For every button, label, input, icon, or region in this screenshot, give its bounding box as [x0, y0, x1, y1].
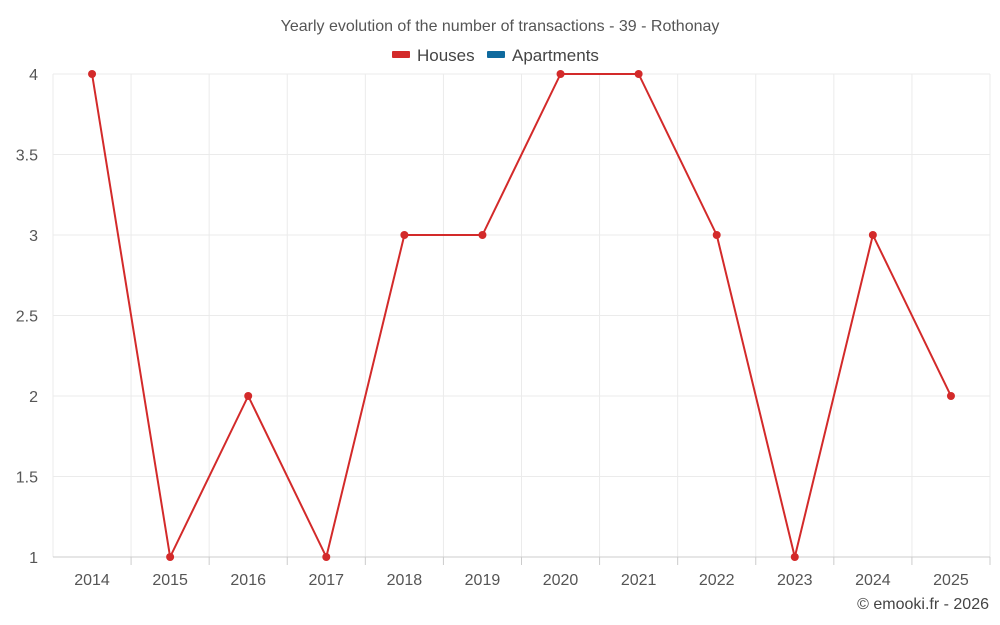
data-point-houses-2014[interactable] [88, 70, 97, 78]
x-tick-label: 2021 [621, 572, 657, 589]
x-tick-label: 2022 [699, 572, 735, 589]
y-tick-label: 1.5 [16, 470, 38, 487]
y-tick-label: 4 [29, 67, 38, 84]
series-houses [88, 70, 955, 561]
x-tick-label: 2018 [387, 572, 423, 589]
data-point-houses-2021[interactable] [634, 70, 643, 78]
x-tick-label: 2014 [74, 572, 110, 589]
x-tick-label: 2023 [777, 572, 813, 589]
data-point-houses-2016[interactable] [244, 392, 253, 400]
x-tick-label: 2017 [308, 572, 344, 589]
y-tick-label: 1 [29, 550, 38, 567]
series-line-houses [91, 73, 952, 558]
x-tick-label: 2025 [933, 572, 969, 589]
data-point-houses-2015[interactable] [166, 553, 175, 561]
data-point-houses-2018[interactable] [400, 231, 409, 239]
x-tick-label: 2015 [152, 572, 188, 589]
axes: 1 1.5 2 2.5 3 3.5 4 2014 2015 2016 2017 2018 2019 202… [16, 67, 991, 589]
grid [52, 73, 991, 558]
legend-item-apartments[interactable]: Apartments [487, 46, 599, 65]
data-point-houses-2023[interactable] [790, 553, 799, 561]
legend-label-houses: Houses [417, 46, 475, 65]
legend-label-apartments: Apartments [512, 46, 599, 65]
x-tick-label: 2024 [855, 572, 891, 589]
data-point-houses-2024[interactable] [868, 231, 877, 239]
chart-title: Yearly evolution of the number of transa… [281, 18, 720, 35]
data-point-houses-2019[interactable] [478, 231, 487, 239]
legend-swatch-houses [392, 51, 410, 58]
x-tick-label: 2020 [543, 572, 579, 589]
footer-credit: © emooki.fr - 2026 [857, 596, 989, 613]
legend-item-houses[interactable]: Houses [392, 46, 475, 65]
x-tick-label: 2019 [465, 572, 501, 589]
legend-swatch-apartments [487, 51, 505, 58]
data-point-houses-2020[interactable] [556, 70, 565, 78]
legend: Houses Apartments [392, 46, 599, 65]
data-point-houses-2017[interactable] [322, 553, 331, 561]
y-tick-label: 2 [29, 389, 38, 406]
data-point-houses-2025[interactable] [946, 392, 955, 400]
data-point-houses-2022[interactable] [712, 231, 721, 239]
x-tick-label: 2016 [230, 572, 266, 589]
y-tick-label: 3.5 [16, 148, 38, 165]
y-tick-label: 3 [29, 228, 38, 245]
y-tick-label: 2.5 [16, 309, 38, 326]
